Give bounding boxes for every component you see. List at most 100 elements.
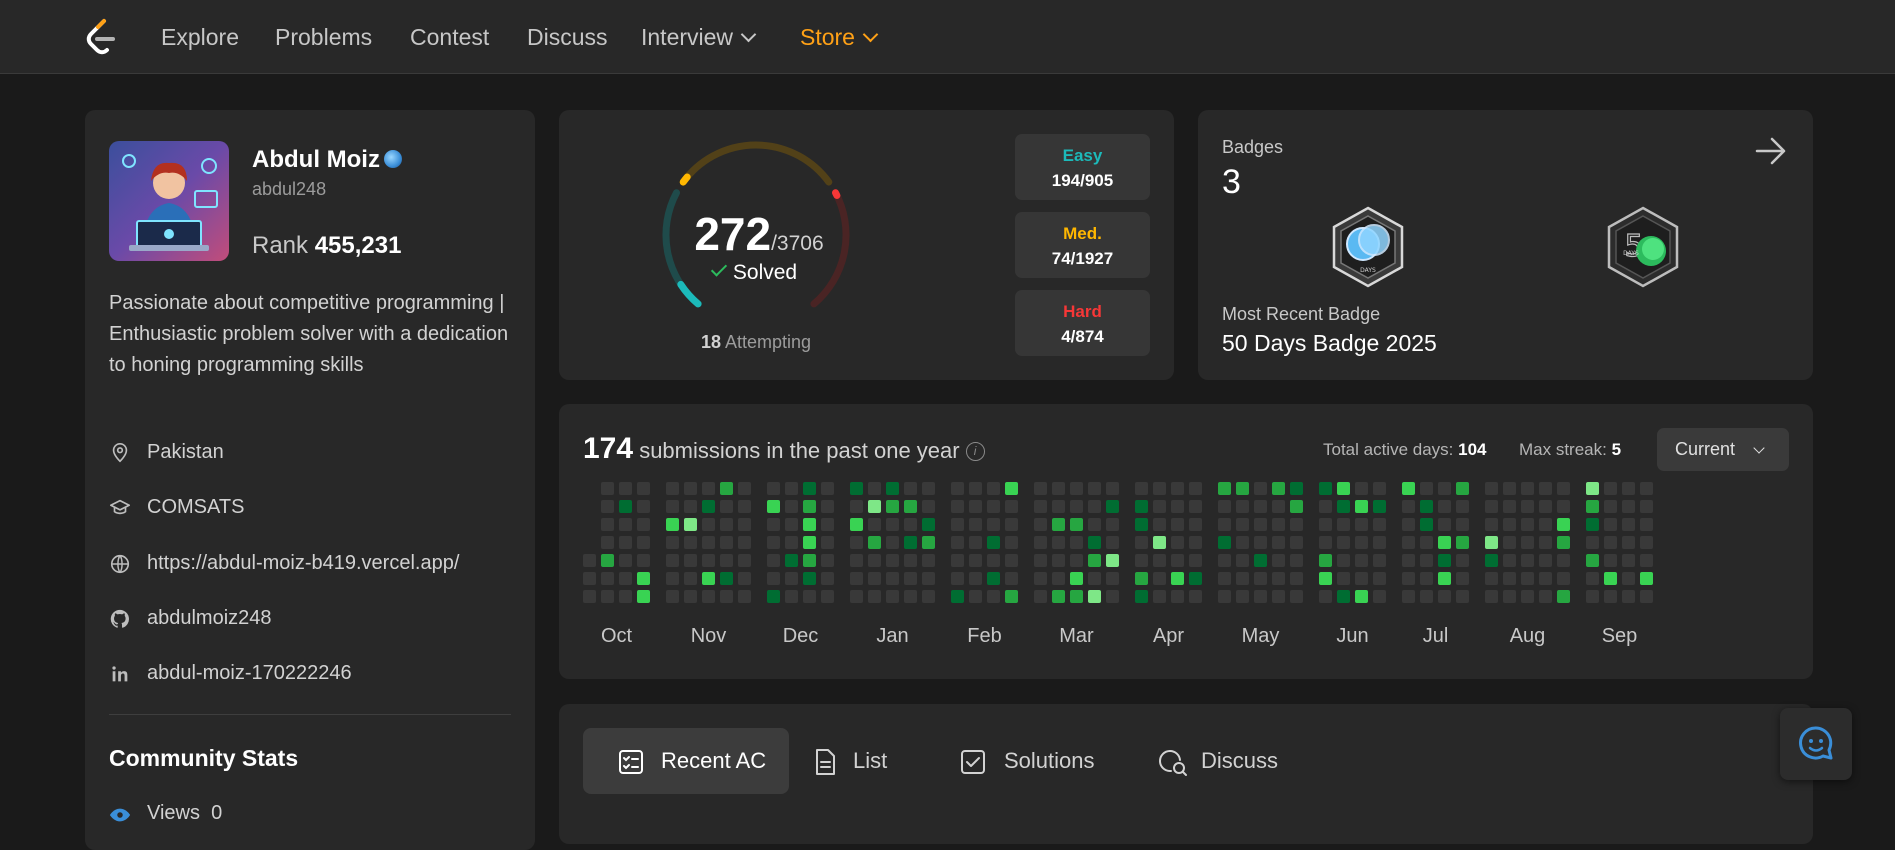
- heatmap-day-cell[interactable]: [1622, 572, 1635, 585]
- heatmap-day-cell[interactable]: [1005, 482, 1018, 495]
- heatmap-day-cell[interactable]: [987, 590, 1000, 603]
- heatmap-day-cell[interactable]: [1106, 482, 1119, 495]
- heatmap-day-cell[interactable]: [1236, 536, 1249, 549]
- heatmap-day-cell[interactable]: [1640, 554, 1653, 567]
- heatmap-day-cell[interactable]: [1034, 500, 1047, 513]
- medium-stat[interactable]: Med. 74/1927: [1015, 212, 1150, 278]
- heatmap-day-cell[interactable]: [1153, 536, 1166, 549]
- heatmap-day-cell[interactable]: [1319, 590, 1332, 603]
- heatmap-day-cell[interactable]: [1319, 482, 1332, 495]
- heatmap-day-cell[interactable]: [1005, 500, 1018, 513]
- heatmap-day-cell[interactable]: [969, 482, 982, 495]
- heatmap-day-cell[interactable]: [684, 518, 697, 531]
- easy-stat[interactable]: Easy 194/905: [1015, 134, 1150, 200]
- heatmap-day-cell[interactable]: [1319, 554, 1332, 567]
- heatmap-day-cell[interactable]: [1539, 536, 1552, 549]
- heatmap-day-cell[interactable]: [1171, 554, 1184, 567]
- heatmap-day-cell[interactable]: [1070, 590, 1083, 603]
- heatmap-day-cell[interactable]: [1456, 554, 1469, 567]
- heatmap-day-cell[interactable]: [1319, 518, 1332, 531]
- heatmap-day-cell[interactable]: [821, 482, 834, 495]
- heatmap-day-cell[interactable]: [1052, 500, 1065, 513]
- heatmap-day-cell[interactable]: [1456, 572, 1469, 585]
- heatmap-day-cell[interactable]: [1005, 518, 1018, 531]
- heatmap-day-cell[interactable]: [1153, 518, 1166, 531]
- heatmap-day-cell[interactable]: [1153, 482, 1166, 495]
- heatmap-day-cell[interactable]: [619, 590, 632, 603]
- heatmap-day-cell[interactable]: [785, 572, 798, 585]
- heatmap-day-cell[interactable]: [1640, 500, 1653, 513]
- heatmap-day-cell[interactable]: [1539, 482, 1552, 495]
- heatmap-day-cell[interactable]: [1135, 482, 1148, 495]
- heatmap-day-cell[interactable]: [1088, 590, 1101, 603]
- heatmap-day-cell[interactable]: [821, 572, 834, 585]
- heatmap-day-cell[interactable]: [1604, 482, 1617, 495]
- badge-50-days-icon[interactable]: 5 DAYS: [1605, 206, 1681, 288]
- heatmap-day-cell[interactable]: [1218, 554, 1231, 567]
- heatmap-day-cell[interactable]: [1319, 500, 1332, 513]
- heatmap-day-cell[interactable]: [1272, 500, 1285, 513]
- heatmap-day-cell[interactable]: [1272, 590, 1285, 603]
- heatmap-day-cell[interactable]: [1604, 518, 1617, 531]
- heatmap-day-cell[interactable]: [1557, 500, 1570, 513]
- heatmap-day-cell[interactable]: [821, 536, 834, 549]
- heatmap-day-cell[interactable]: [1337, 536, 1350, 549]
- heatmap-day-cell[interactable]: [868, 572, 881, 585]
- heatmap-day-cell[interactable]: [1456, 518, 1469, 531]
- heatmap-day-cell[interactable]: [1254, 518, 1267, 531]
- nav-store[interactable]: Store: [800, 22, 879, 52]
- heatmap-day-cell[interactable]: [1337, 482, 1350, 495]
- heatmap-day-cell[interactable]: [951, 518, 964, 531]
- heatmap-day-cell[interactable]: [886, 518, 899, 531]
- heatmap-day-cell[interactable]: [803, 518, 816, 531]
- heatmap-day-cell[interactable]: [868, 590, 881, 603]
- heatmap-day-cell[interactable]: [1438, 482, 1451, 495]
- heatmap-day-cell[interactable]: [886, 482, 899, 495]
- heatmap-day-cell[interactable]: [619, 482, 632, 495]
- heatmap-day-cell[interactable]: [1135, 536, 1148, 549]
- heatmap-day-cell[interactable]: [1070, 482, 1083, 495]
- heatmap-day-cell[interactable]: [785, 482, 798, 495]
- heatmap-day-cell[interactable]: [1337, 518, 1350, 531]
- heatmap-day-cell[interactable]: [1153, 590, 1166, 603]
- heatmap-day-cell[interactable]: [1218, 536, 1231, 549]
- heatmap-day-cell[interactable]: [767, 500, 780, 513]
- nav-explore[interactable]: Explore: [161, 24, 239, 50]
- heatmap-day-cell[interactable]: [1420, 590, 1433, 603]
- heatmap-day-cell[interactable]: [767, 536, 780, 549]
- heatmap-day-cell[interactable]: [1402, 590, 1415, 603]
- heatmap-day-cell[interactable]: [1272, 554, 1285, 567]
- heatmap-day-cell[interactable]: [922, 482, 935, 495]
- heatmap-day-cell[interactable]: [1586, 518, 1599, 531]
- heatmap-day-cell[interactable]: [1272, 518, 1285, 531]
- heatmap-day-cell[interactable]: [886, 590, 899, 603]
- heatmap-day-cell[interactable]: [1586, 554, 1599, 567]
- heatmap-day-cell[interactable]: [601, 482, 614, 495]
- heatmap-day-cell[interactable]: [803, 590, 816, 603]
- heatmap-day-cell[interactable]: [1034, 554, 1047, 567]
- heatmap-day-cell[interactable]: [1622, 590, 1635, 603]
- heatmap-day-cell[interactable]: [922, 590, 935, 603]
- heatmap-day-cell[interactable]: [886, 536, 899, 549]
- heatmap-day-cell[interactable]: [1438, 554, 1451, 567]
- heatmap-day-cell[interactable]: [850, 554, 863, 567]
- heatmap-day-cell[interactable]: [1521, 572, 1534, 585]
- heatmap-day-cell[interactable]: [1355, 500, 1368, 513]
- heatmap-day-cell[interactable]: [1420, 518, 1433, 531]
- heatmap-day-cell[interactable]: [1557, 554, 1570, 567]
- heatmap-day-cell[interactable]: [720, 482, 733, 495]
- heatmap-day-cell[interactable]: [1272, 536, 1285, 549]
- heatmap-day-cell[interactable]: [702, 482, 715, 495]
- heatmap-day-cell[interactable]: [1355, 590, 1368, 603]
- heatmap-day-cell[interactable]: [922, 500, 935, 513]
- leetcode-logo[interactable]: [82, 18, 118, 56]
- heatmap-day-cell[interactable]: [922, 536, 935, 549]
- heatmap-day-cell[interactable]: [1171, 518, 1184, 531]
- heatmap-day-cell[interactable]: [1135, 554, 1148, 567]
- heatmap-day-cell[interactable]: [619, 518, 632, 531]
- heatmap-day-cell[interactable]: [666, 554, 679, 567]
- heatmap-day-cell[interactable]: [850, 500, 863, 513]
- heatmap-day-cell[interactable]: [619, 554, 632, 567]
- heatmap-day-cell[interactable]: [1640, 482, 1653, 495]
- heatmap-day-cell[interactable]: [1586, 536, 1599, 549]
